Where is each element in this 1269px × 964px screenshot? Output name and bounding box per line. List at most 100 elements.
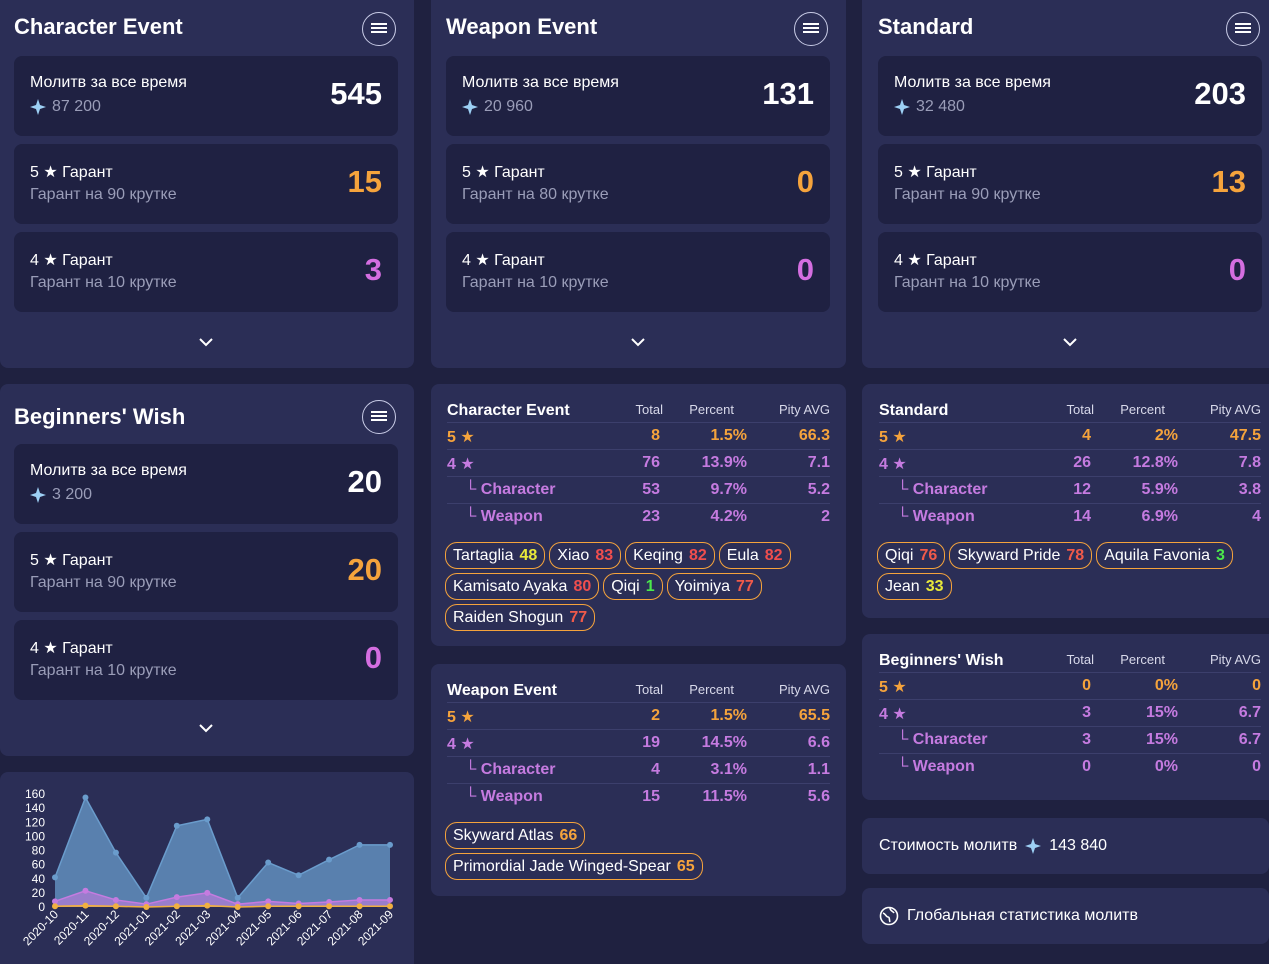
data-point (295, 903, 302, 910)
stats-row: 5 ★ 2 1.5% 65.5 (447, 702, 830, 729)
tag-name: Skyward Pride (957, 546, 1061, 564)
all-time-card: Молитв за все время 87 200 545 (14, 56, 398, 136)
menu-button[interactable] (794, 12, 828, 46)
list-icon (371, 411, 387, 421)
y-tick-label: 100 (25, 829, 45, 843)
expand-button[interactable] (1055, 332, 1085, 352)
row-pity: 5.2 (807, 481, 830, 498)
tag-pity: 83 (595, 546, 614, 564)
data-point (173, 822, 180, 829)
drop-tag: Primordial Jade Winged-Spear 65 (445, 853, 703, 880)
banner-panel-standard: Standard Молитв за все время 32 480 203 … (862, 0, 1269, 368)
drop-tag: Skyward Pride 78 (949, 542, 1093, 569)
row-total: 0 (1082, 677, 1091, 694)
drop-tag: Tartaglia 48 (445, 542, 546, 569)
five-star-tags: Skyward Atlas 66 Primordial Jade Winged-Sp… (445, 822, 835, 880)
wish-cost-label: Стоимость молитв (879, 837, 1018, 854)
stats-header: Standard Total Percent Pity AVG (879, 396, 1261, 422)
row-total: 19 (642, 734, 660, 751)
col-percent: Percent (1120, 402, 1165, 417)
data-point (82, 794, 89, 801)
row-label: 4 ★ (447, 456, 475, 473)
row-pity: 6.7 (1238, 704, 1261, 721)
five-star-value: 13 (1211, 164, 1246, 199)
drop-tag: Yoimiya 77 (666, 573, 762, 600)
row-label: └ Character (465, 761, 556, 778)
y-tick-label: 40 (32, 872, 46, 886)
y-tick-label: 80 (32, 844, 46, 858)
menu-button[interactable] (1226, 12, 1260, 46)
expand-button[interactable] (623, 332, 653, 352)
stats-table: Standard Total Percent Pity AVG 5 ★ 4 2% 47.5 4 … (879, 396, 1261, 530)
y-tick-label: 140 (25, 801, 45, 815)
chevron-down-icon (1063, 337, 1077, 346)
tag-name: Raiden Shogun (453, 608, 564, 626)
four-star-label: 4 ★ Гарант (894, 252, 977, 269)
stats-header: Weapon Event Total Percent Pity AVG (447, 676, 830, 702)
stats-table: Beginners' Wish Total Percent Pity AVG 5 ★ 0 0… (879, 646, 1261, 780)
row-total: 76 (642, 454, 660, 471)
row-total: 3 (1082, 731, 1091, 748)
drop-tag: Eula 82 (718, 542, 791, 569)
row-total: 14 (1073, 508, 1091, 525)
data-point (143, 904, 150, 910)
stats-title: Beginners' Wish (879, 652, 1004, 669)
tag-pity: 78 (1066, 546, 1085, 564)
five-star-label: 5 ★ Гарант (30, 552, 113, 569)
row-label: 5 ★ (447, 709, 475, 726)
row-label: └ Character (897, 481, 988, 498)
series-line (54, 889, 390, 905)
four-star-card: 4 ★ Гарант Гарант на 10 крутке 0 (878, 232, 1262, 312)
stats-header: Beginners' Wish Total Percent Pity AVG (879, 646, 1261, 672)
y-tick-label: 120 (25, 815, 45, 829)
stats-row: 4 ★ 76 13.9% 7.1 (447, 449, 830, 476)
expand-button[interactable] (191, 718, 221, 738)
stats-row: 5 ★ 0 0% 0 (879, 672, 1261, 699)
row-percent: 11.5% (702, 788, 747, 805)
four-star-value: 0 (796, 252, 814, 287)
four-star-card: 4 ★ Гарант Гарант на 10 крутке 3 (14, 232, 398, 312)
row-total: 15 (642, 788, 660, 805)
col-pity: Pity AVG (1209, 402, 1261, 417)
menu-button[interactable] (362, 400, 396, 434)
four-star-sub: Гарант на 10 крутке (30, 274, 177, 291)
tag-name: Kamisato Ayaka (453, 577, 568, 595)
data-point (326, 899, 333, 906)
tag-pity: 76 (919, 546, 938, 564)
chevron-down-icon (199, 723, 213, 732)
primogem-icon (30, 99, 46, 115)
menu-button[interactable] (362, 12, 396, 46)
wish-cost: Стоимость молитв 143 840 (862, 818, 1269, 874)
global-stats-label: Глобальная статистика молитв (907, 907, 1138, 924)
data-point (204, 816, 211, 823)
stats-row: 5 ★ 8 1.5% 66.3 (447, 422, 830, 449)
tag-pity: 77 (736, 577, 754, 595)
tag-pity: 65 (676, 857, 695, 875)
tag-name: Qiqi (611, 577, 640, 595)
row-total: 26 (1073, 454, 1091, 471)
series-line (54, 904, 390, 908)
col-total: Total (1066, 402, 1094, 417)
five-star-label: 5 ★ Гарант (462, 164, 545, 181)
col-total: Total (635, 682, 663, 697)
five-star-sub: Гарант на 80 крутке (462, 186, 609, 203)
row-label: 4 ★ (879, 456, 907, 473)
row-pity: 0 (1252, 758, 1261, 775)
tag-name: Skyward Atlas (453, 826, 554, 844)
row-percent: 6.9% (1141, 508, 1178, 525)
primogem-icon (462, 99, 478, 115)
expand-button[interactable] (191, 332, 221, 352)
col-percent: Percent (689, 402, 734, 417)
five-star-label: 5 ★ Гарант (894, 164, 977, 181)
five-star-card: 5 ★ Гарант Гарант на 90 крутке 13 (878, 144, 1262, 224)
col-pity: Pity AVG (778, 402, 830, 417)
col-percent: Percent (689, 682, 734, 697)
five-star-tags: Tartaglia 48 Xiao 83 Keqing 82 Eula 82 Kamisato … (445, 542, 835, 631)
row-pity: 7.1 (807, 454, 830, 471)
stats-row: └ Weapon 15 11.5% 5.6 (447, 783, 830, 810)
row-pity: 7.8 (1238, 454, 1261, 471)
row-total: 3 (1082, 704, 1091, 721)
series-area (55, 797, 390, 907)
tag-pity: 77 (569, 608, 588, 626)
global-stats-link[interactable]: Глобальная статистика молитв (862, 888, 1269, 944)
